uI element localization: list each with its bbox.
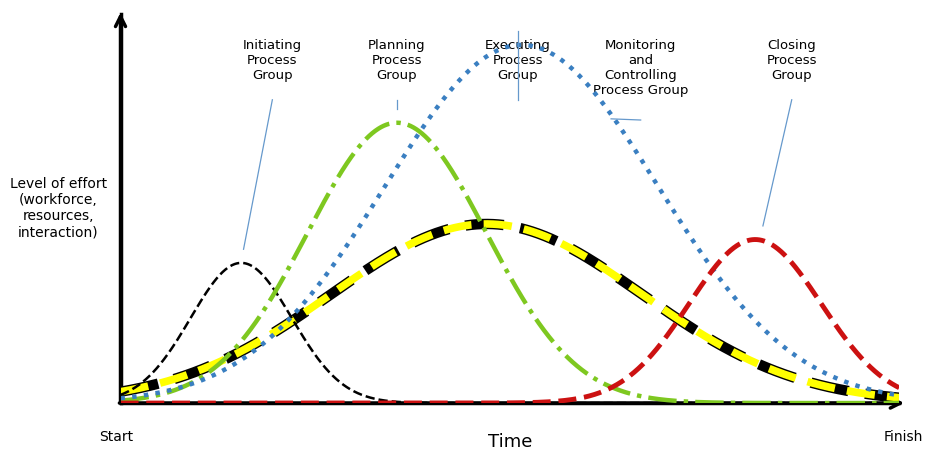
Text: Start: Start [99,431,133,444]
Text: Executing
Process
Group: Executing Process Group [485,39,551,82]
Text: Finish: Finish [883,431,922,444]
Text: Level of effort
(workforce,
resources,
interaction): Level of effort (workforce, resources, i… [9,177,107,240]
Text: Planning
Process
Group: Planning Process Group [368,39,425,82]
Text: Time: Time [488,433,532,451]
Text: Closing
Process
Group: Closing Process Group [767,39,817,82]
Text: Monitoring
and
Controlling
Process Group: Monitoring and Controlling Process Group [593,39,689,97]
Text: Initiating
Process
Group: Initiating Process Group [243,39,302,82]
